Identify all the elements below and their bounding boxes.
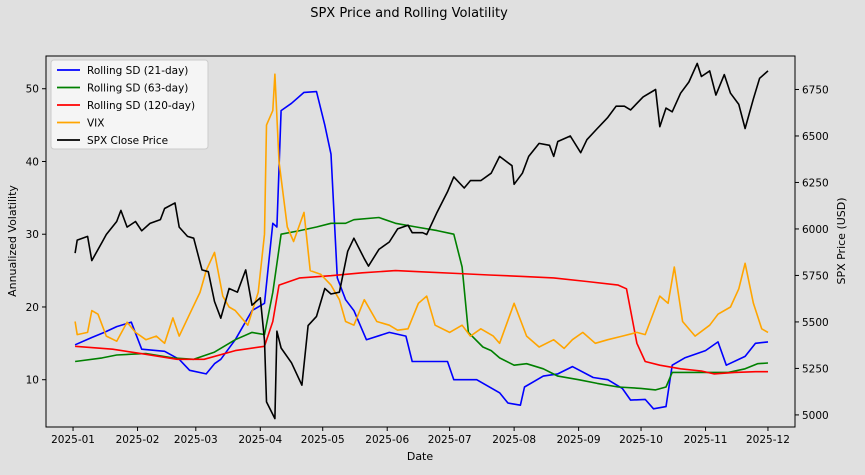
legend-label: VIX <box>87 118 104 130</box>
x-tick-label: 2025-07 <box>428 434 472 446</box>
y-left-tick-label: 10 <box>26 375 39 387</box>
x-tick-label: 2025-06 <box>365 434 409 446</box>
legend-label: Rolling SD (120-day) <box>87 100 195 112</box>
series-line-rolling-sd-21-day <box>74 90 769 410</box>
y-axis-right: 5000 5250 5500 5750 6000 6250 6500 6750 <box>795 84 829 422</box>
x-tick-label: 2025-08 <box>492 434 536 446</box>
y-right-tick-label: 5250 <box>802 363 829 375</box>
legend: Rolling SD (21-day) Rolling SD (63-day) Ro… <box>50 59 209 150</box>
plot-frame <box>45 55 796 428</box>
y-axis-left: 10 20 30 40 50 <box>26 84 46 387</box>
x-axis-label: Date <box>407 450 434 463</box>
x-tick-label: 2025-11 <box>684 434 728 446</box>
series-group <box>74 62 769 420</box>
y-right-tick-label: 5750 <box>802 270 829 282</box>
series-line-rolling-sd-63-day <box>74 216 769 391</box>
x-tick-label: 2025-02 <box>116 434 160 446</box>
x-tick-label: 2025-09 <box>557 434 601 446</box>
x-tick-label: 2025-10 <box>619 434 663 446</box>
series-line-vix <box>74 73 769 350</box>
y-left-tick-label: 50 <box>26 84 39 96</box>
x-tick-label: 2025-04 <box>238 434 282 446</box>
y-right-tick-label: 5500 <box>802 317 829 329</box>
x-tick-label: 2025-05 <box>301 434 345 446</box>
y-right-tick-label: 6000 <box>802 224 829 236</box>
y-axis-right-label: SPX Price (USD) <box>835 197 848 284</box>
x-tick-label: 2025-01 <box>51 434 95 446</box>
legend-box <box>50 59 209 150</box>
y-axis-left-label: Annualized Volatility <box>6 185 19 297</box>
legend-label: Rolling SD (21-day) <box>87 65 188 77</box>
y-right-tick-label: 6500 <box>802 131 829 143</box>
y-right-tick-label: 6750 <box>802 84 829 96</box>
y-right-tick-label: 6250 <box>802 177 829 189</box>
series-line-spx-close-price <box>74 62 769 420</box>
y-left-tick-label: 30 <box>26 229 39 241</box>
y-left-tick-label: 40 <box>26 156 39 168</box>
x-tick-label: 2025-12 <box>746 434 790 446</box>
y-left-tick-label: 20 <box>26 302 39 314</box>
series-line-rolling-sd-120-day <box>75 269 768 375</box>
x-axis: 2025-01 2025-02 2025-03 2025-04 2025-05 2025-… <box>51 427 790 446</box>
y-right-tick-label: 5000 <box>802 410 829 422</box>
x-tick-label: 2025-03 <box>174 434 218 446</box>
chart-title: SPX Price and Rolling Volatility <box>310 6 508 21</box>
legend-label: Rolling SD (63-day) <box>87 83 188 95</box>
legend-label: SPX Close Price <box>87 135 168 147</box>
